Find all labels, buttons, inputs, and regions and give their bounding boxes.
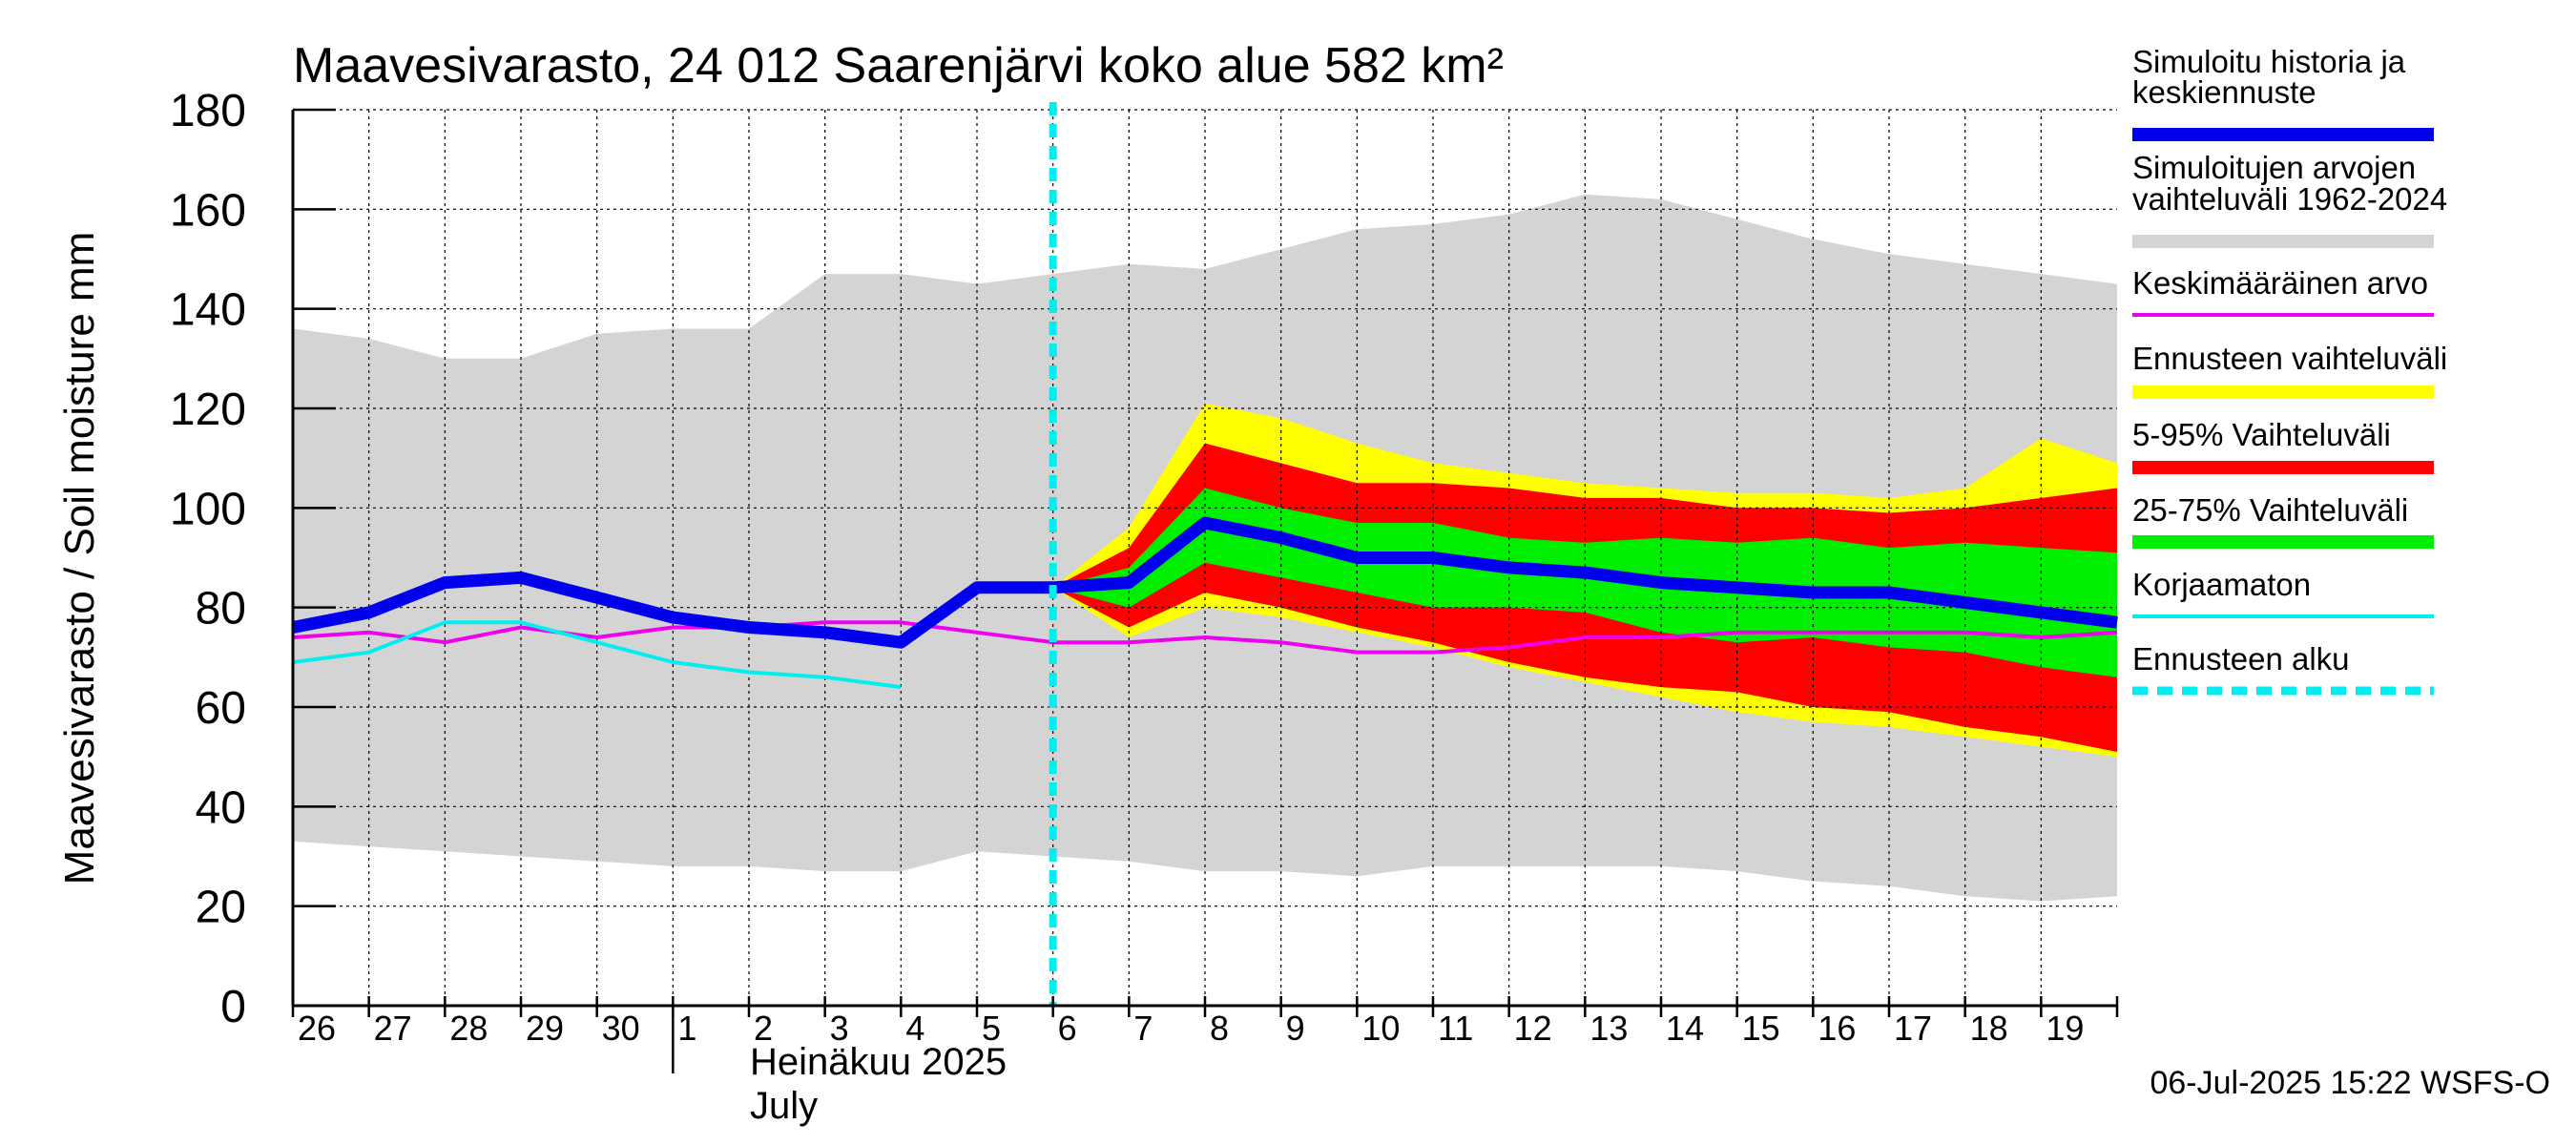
x-tick-label: 26 — [298, 1009, 336, 1048]
legend-label: Ennusteen alku — [2132, 641, 2350, 677]
x-tick-label: 14 — [1666, 1009, 1704, 1048]
y-tick-label: 0 — [220, 982, 246, 1032]
x-tick-label: 9 — [1286, 1009, 1305, 1048]
x-tick-label: 13 — [1589, 1009, 1628, 1048]
x-tick-label: 11 — [1438, 1009, 1473, 1048]
x-tick-label: 28 — [449, 1009, 488, 1048]
x-tick-label: 7 — [1133, 1009, 1153, 1048]
x-tick-label: 17 — [1894, 1009, 1932, 1048]
x-tick-label: 29 — [526, 1009, 564, 1048]
legend-item-keskimaarainen-arvo: Keskimääräinen arvo — [2132, 265, 2434, 317]
x-tick-label: 18 — [1970, 1009, 2008, 1048]
legend-item-ennusteen-alku: Ennusteen alku — [2132, 641, 2434, 696]
y-tick-label: 40 — [196, 782, 246, 833]
legend-label: Ennusteen vaihteluväli — [2132, 341, 2447, 376]
y-tick-label: 160 — [170, 185, 246, 236]
band-25-75-vaihteluvali — [1052, 488, 2117, 677]
legend-label: Simuloitu historia ja — [2132, 44, 2406, 79]
x-tick-label: 16 — [1818, 1009, 1856, 1048]
legend-label: 5-95% Vaihteluväli — [2132, 417, 2391, 452]
legend-label: Simuloitujen arvojen — [2132, 150, 2416, 185]
legend-item-ennusteen-vaihteluvali: Ennusteen vaihteluväli — [2132, 341, 2447, 399]
y-tick-label: 140 — [170, 285, 246, 336]
x-tick-label: 2 — [754, 1009, 773, 1048]
x-tick-label: 10 — [1361, 1009, 1400, 1048]
line-keskimaarainen-arvo — [292, 620, 2118, 655]
legend-label: keskiennuste — [2132, 74, 2316, 110]
x-tick-label: 1 — [677, 1009, 696, 1048]
y-tick-label: 100 — [170, 484, 246, 534]
x-tick-label: 4 — [905, 1009, 924, 1048]
line-korjaamaton — [292, 620, 902, 690]
line-simuloitu-historia-ja-keskiennuste — [291, 516, 2118, 649]
x-tick-label: 6 — [1058, 1009, 1077, 1048]
legend-item-5-95-vaihteluvali: 5-95% Vaihteluväli — [2132, 417, 2434, 474]
x-tick-label: 19 — [2046, 1009, 2084, 1048]
y-axis-label: Maavesivarasto / Soil moisture mm — [56, 232, 103, 885]
x-tick-label: 15 — [1742, 1009, 1780, 1048]
legend-label: Keskimääräinen arvo — [2132, 265, 2428, 301]
y-tick-label: 80 — [196, 584, 246, 635]
footer-timestamp: 06-Jul-2025 15:22 WSFS-O — [2150, 1065, 2550, 1101]
legend-label: 25-75% Vaihteluväli — [2132, 492, 2408, 528]
y-tick-label: 120 — [170, 385, 246, 435]
legend-item-korjaamaton: Korjaamaton — [2132, 567, 2434, 618]
y-tick-label: 60 — [196, 683, 246, 734]
chart-title: Maavesivarasto, 24 012 Saarenjärvi koko … — [293, 38, 1504, 94]
x-tick-label: 3 — [830, 1009, 849, 1048]
legend-label: Korjaamaton — [2132, 567, 2311, 602]
month-label-en: July — [750, 1085, 818, 1127]
legend-item-25-75-vaihteluvali: 25-75% Vaihteluväli — [2132, 492, 2434, 549]
x-tick-label: 5 — [982, 1009, 1001, 1048]
line-layer — [291, 102, 2118, 1006]
x-tick-label: 8 — [1210, 1009, 1229, 1048]
x-tick-label: 12 — [1514, 1009, 1552, 1048]
y-tick-label: 20 — [196, 883, 246, 933]
month-label-fi: Heinäkuu 2025 — [750, 1041, 1007, 1083]
grid-layer — [293, 109, 2117, 1006]
x-tick-label: 30 — [602, 1009, 640, 1048]
legend: Simuloitu historia jakeskiennusteSimuloi… — [2132, 44, 2447, 696]
x-tick-label: 27 — [374, 1009, 412, 1048]
legend-label: vaihteluväli 1962-2024 — [2132, 181, 2447, 217]
y-tick-label: 180 — [170, 86, 246, 136]
